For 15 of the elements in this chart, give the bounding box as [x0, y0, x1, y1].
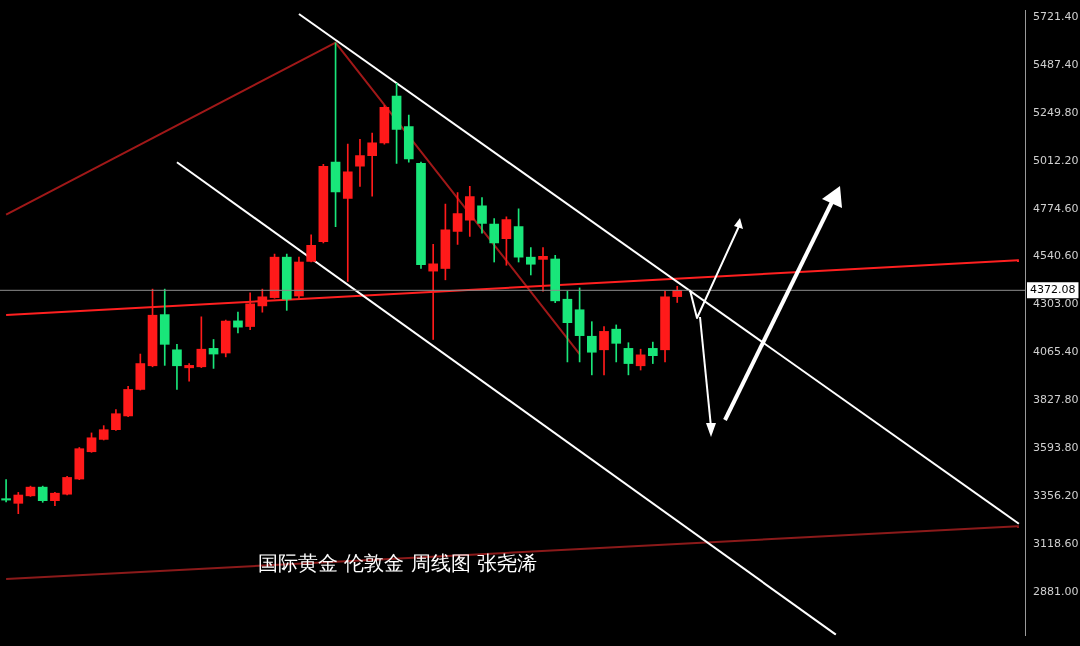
y-tick-label: 5487.40	[1033, 57, 1079, 71]
y-tick-label: 5721.40	[1033, 10, 1079, 24]
y-tick-label: 3827.80	[1033, 393, 1079, 407]
y-tick-label: 4540.60	[1033, 249, 1079, 263]
y-tick-label: 4065.40	[1033, 345, 1079, 359]
y-tick-label: 3593.80	[1033, 440, 1079, 454]
y-tick-label: 4303.00	[1033, 297, 1079, 311]
y-tick-label: 2881.00	[1033, 584, 1079, 598]
y-tick-label: 3356.20	[1033, 488, 1079, 502]
y-tick-label: 4774.60	[1033, 201, 1079, 215]
y-tick-label: 3118.60	[1033, 536, 1079, 550]
y-tick-label: 5249.80	[1033, 105, 1079, 119]
text: 国际黄金 伦敦金 周线图 张尧浠	[258, 550, 538, 577]
y-tick-label: 5012.20	[1033, 153, 1079, 167]
ref-line-label: 4372.08	[1030, 283, 1076, 297]
